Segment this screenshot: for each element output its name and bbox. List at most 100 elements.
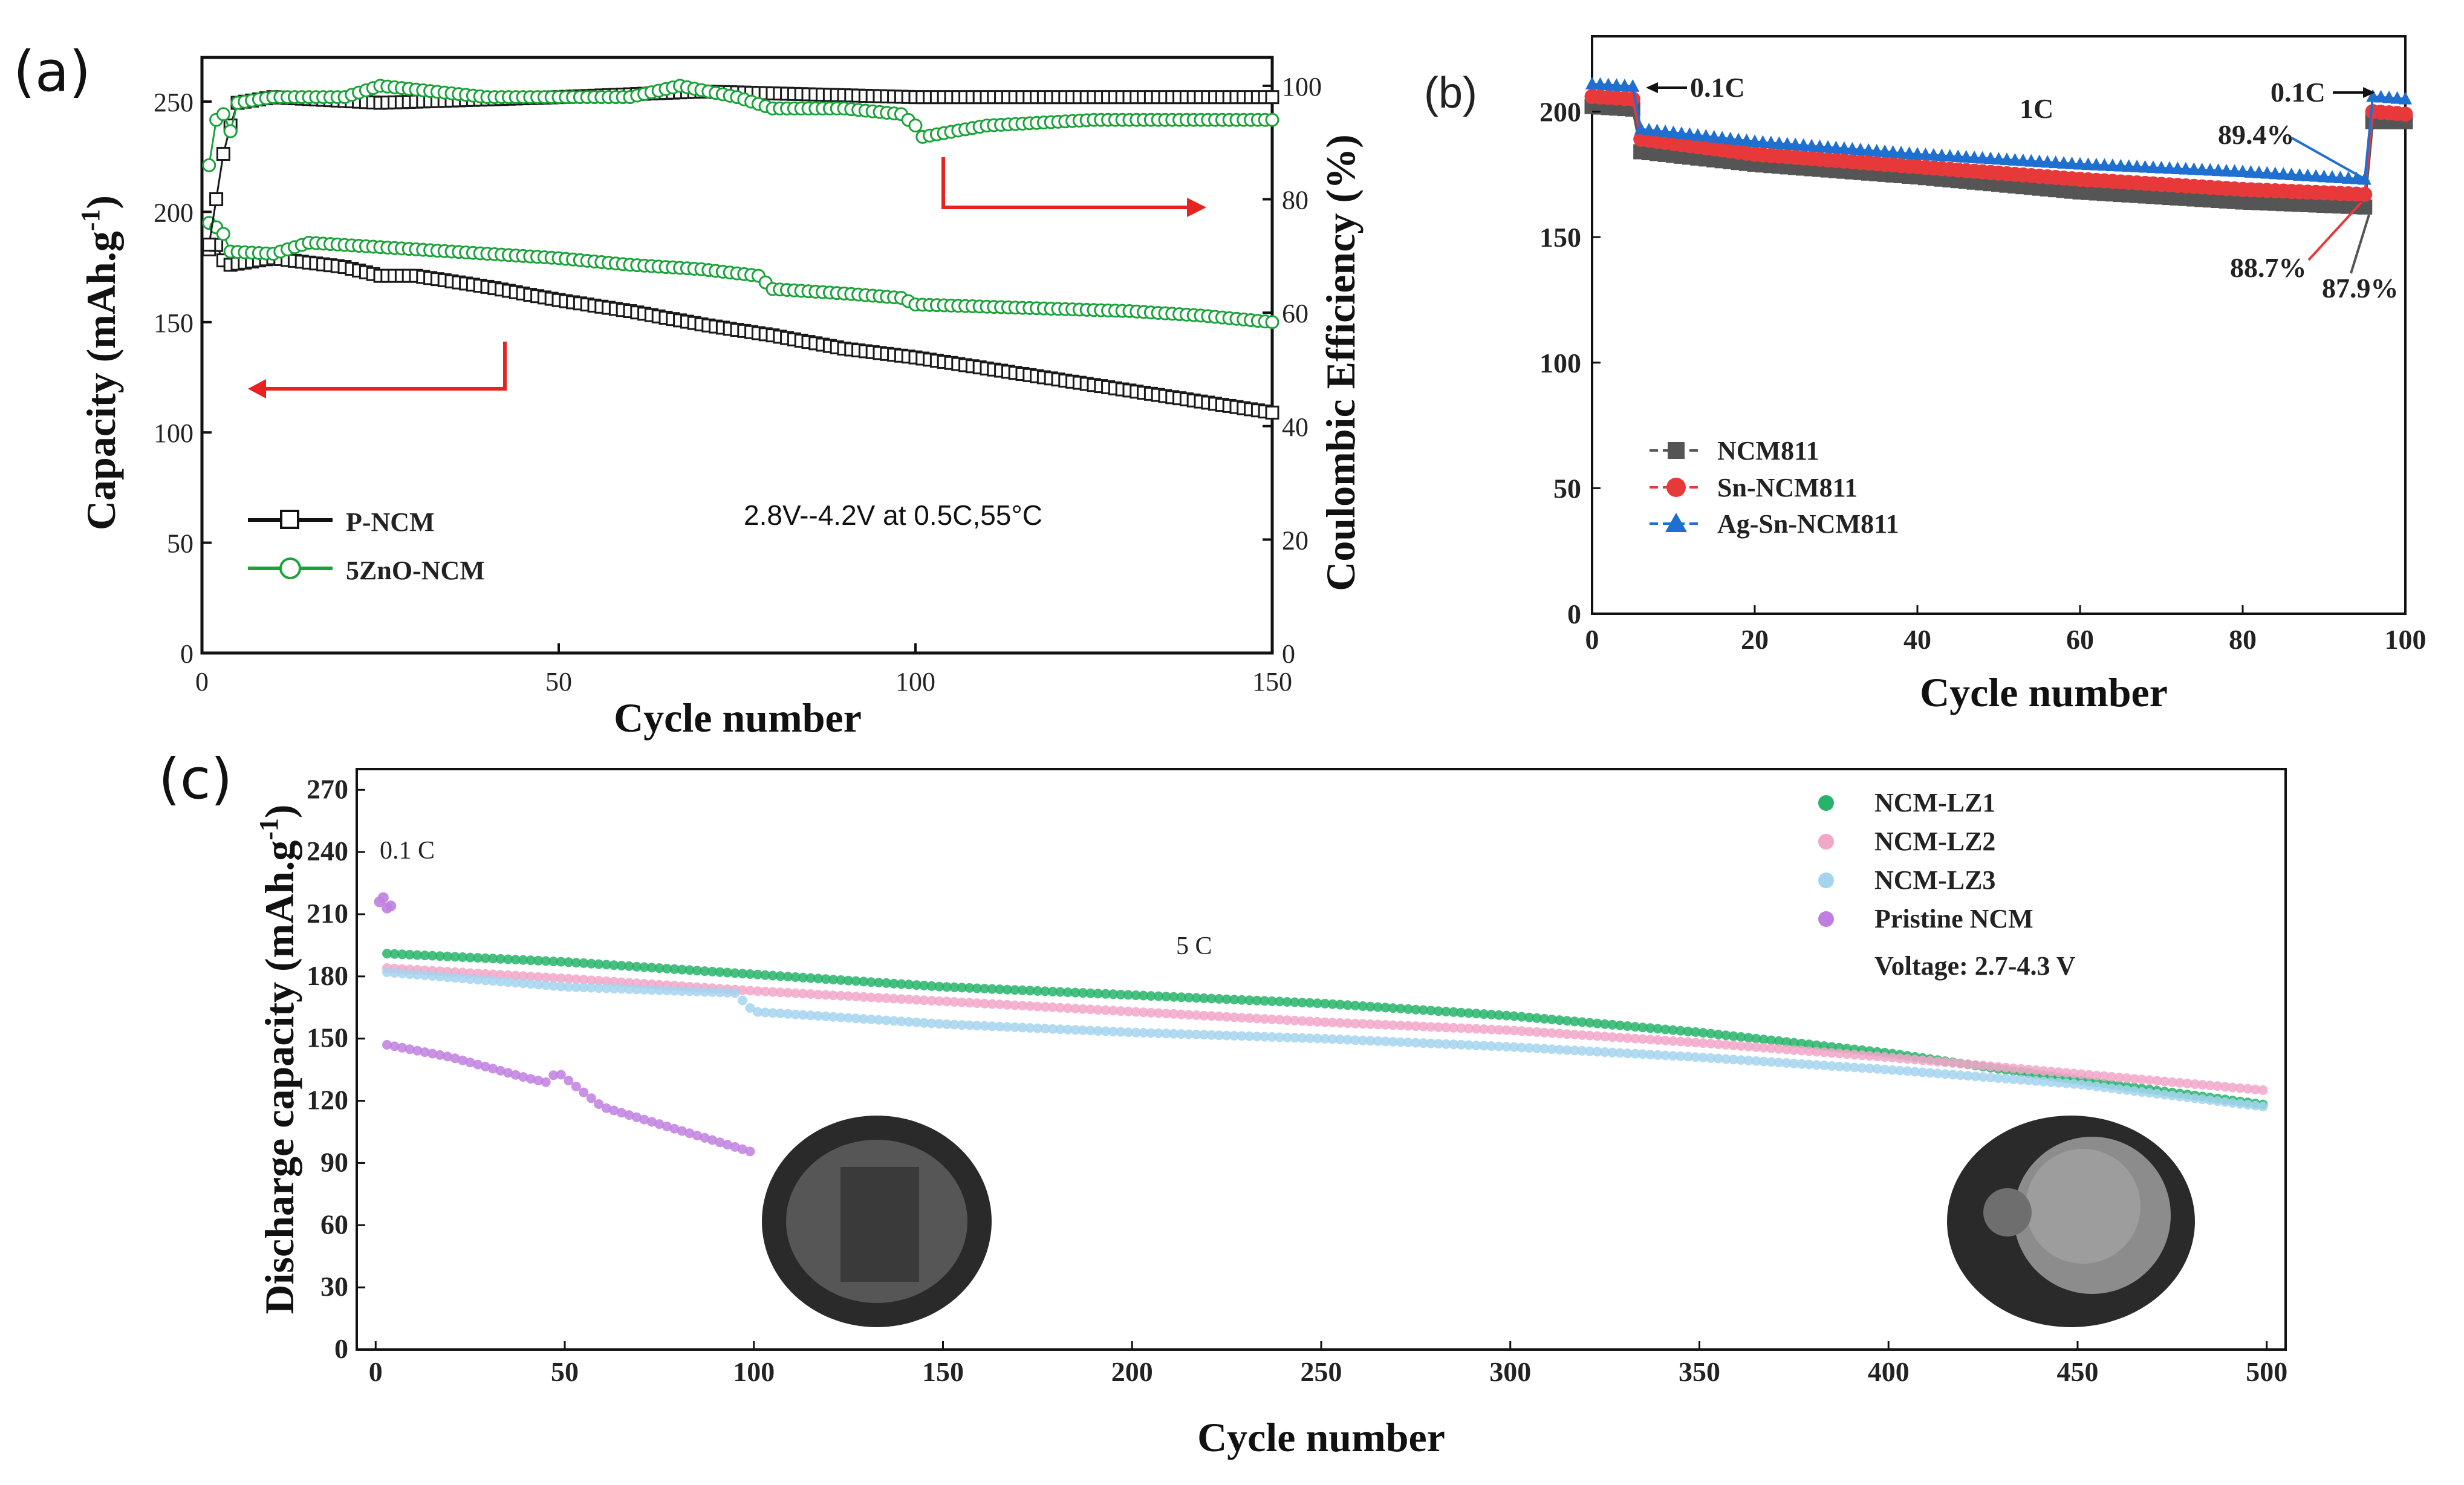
panel-c-point-ncm-lz3 [564, 982, 574, 992]
panel-c-point-ncm-lz3 [836, 1012, 846, 1022]
panel-b-point-ag-sn-ncm811 [2057, 156, 2071, 169]
panel-c-point-ncm-lz2 [1290, 1015, 1300, 1025]
panel-c-point-ncm-lz2 [1214, 1012, 1224, 1021]
panel-c-point-ncm-lz2 [1653, 1035, 1663, 1045]
legend-marker-ncm811 [1668, 442, 1685, 459]
panel-c-point-pristine-ncm [510, 1070, 521, 1080]
panel-c-xtick-label: 500 [2246, 1356, 2287, 1387]
panel-c-point-ncm-lz1 [813, 973, 824, 984]
panel-c-point-ncm-lz2 [1880, 1052, 1890, 1062]
panel-c-point-ncm-lz1 [450, 952, 460, 962]
panel-b-point-ag-sn-ncm811 [1919, 147, 1933, 160]
panel-c-point-ncm-lz1 [889, 978, 899, 989]
panel-b-retention-sn: 88.7% [2230, 252, 2307, 283]
panel-b-point-ag-sn-ncm811 [2244, 164, 2258, 178]
panel-c-point-pristine-ncm [465, 1058, 475, 1068]
panel-c-point-ncm-lz3 [1758, 1056, 1769, 1067]
panel-a-point-5zno-ncm [1265, 315, 1279, 330]
panel-c-point-ncm-lz1 [1796, 1038, 1807, 1048]
panel-c-point-ncm-lz1 [1743, 1033, 1754, 1043]
panel-c-point-ncm-lz2 [1388, 1020, 1398, 1030]
panel-b-point-ag-sn-ncm811 [1650, 123, 1664, 137]
panel-b-point-ag-sn-ncm811 [2277, 167, 2290, 180]
panel-c-point-ncm-lz2 [972, 998, 982, 1009]
panel-c-point-ncm-lz3 [1062, 1024, 1073, 1035]
panel-c-point-ncm-lz2 [2182, 1078, 2193, 1088]
panel-c-point-ncm-lz2 [1895, 1053, 1905, 1064]
panel-c-point-ncm-lz2 [851, 992, 861, 1002]
panel-c-point-ncm-lz3 [1161, 1028, 1171, 1039]
panel-b-point-ag-sn-ncm811 [1805, 138, 1819, 152]
panel-c-point-ncm-lz1 [1728, 1031, 1738, 1041]
panel-c-point-ncm-lz1 [1184, 992, 1194, 1002]
panel-c-point-ncm-lz3 [616, 984, 626, 994]
legend-marker-ag-sn-ncm811 [1665, 513, 1687, 532]
panel-c-initial-points [374, 892, 397, 914]
panel-b-xtick-label: 100 [2385, 624, 2427, 655]
panel-c-point-ncm-lz2 [1093, 1005, 1103, 1015]
panel-c-point-ncm-lz2 [1305, 1016, 1315, 1027]
panel-c-ytick-label: 270 [307, 773, 348, 804]
panel-c-point-ncm-lz3 [624, 984, 634, 994]
panel-c-point-ncm-lz1 [1191, 993, 1201, 1003]
panel-c-point-ncm-lz3 [964, 1020, 975, 1030]
panel-c-point-pristine-ncm [443, 1051, 453, 1062]
panel-c-point-ncm-lz1 [571, 958, 581, 968]
panel-b-point-ag-sn-ncm811 [1740, 133, 1754, 146]
panel-c-point-ncm-lz3 [662, 986, 672, 996]
panel-b-point-ag-sn-ncm811 [1821, 140, 1835, 153]
panel-c-point-ncm-lz3 [805, 1010, 816, 1021]
panel-c-point-ncm-lz2 [556, 973, 566, 983]
panel-a-point-p-ncm-ce [202, 238, 216, 252]
panel-c-point-ncm-lz1 [654, 963, 665, 973]
panel-c-point-ncm-lz1 [1146, 991, 1156, 1001]
panel-c-ytick-label: 90 [320, 1146, 348, 1177]
panel-b-point-ag-sn-ncm811 [1626, 79, 1640, 92]
panel-c-point-ncm-lz3 [1993, 1073, 2003, 1084]
panel-c-point-ncm-lz3 [859, 1014, 869, 1024]
panel-c-point-ncm-lz2 [836, 990, 846, 1001]
panel-c-point-ncm-lz3 [1327, 1034, 1338, 1044]
panel-c-point-ncm-lz3 [2076, 1079, 2087, 1090]
panel-c-point-ncm-lz3 [768, 1008, 778, 1018]
panel-c-point-ncm-lz3 [1032, 1023, 1042, 1033]
panel-c-point-ncm-lz2 [1433, 1022, 1443, 1032]
panel-c-point-ncm-lz1 [730, 968, 740, 978]
panel-b-xtick-label: 40 [1903, 624, 1931, 655]
panel-c-point-ncm-lz3 [723, 987, 732, 998]
panel-c-point-pristine-ncm [397, 1042, 408, 1053]
panel-c-point-ncm-lz1 [1305, 998, 1315, 1008]
panel-b-point-ag-sn-ncm811 [1699, 129, 1713, 142]
panel-c-xtick-label: 450 [2056, 1356, 2098, 1387]
panel-c-point-ncm-lz3 [844, 1013, 854, 1023]
panel-c-point-ncm-lz1 [1244, 995, 1255, 1006]
panel-c-point-pristine-ncm [389, 1041, 400, 1051]
panel-b-point-ag-sn-ncm811 [1748, 134, 1761, 148]
panel-c-point-ncm-lz3 [2008, 1074, 2018, 1084]
panel-c-point-ncm-lz3 [1880, 1064, 1890, 1074]
panel-c-point-ncm-lz1 [874, 978, 884, 987]
panel-c-point-ncm-lz2 [1592, 1031, 1602, 1041]
panel-c-point-ncm-lz1 [745, 969, 755, 979]
panel-c-point-ncm-lz3 [2099, 1082, 2109, 1093]
panel-a-ytick-label: 50 [167, 529, 193, 559]
panel-c-point-ncm-lz1 [783, 972, 793, 982]
legend-label-sn-ncm811: Sn-NCM811 [1717, 473, 1858, 502]
panel-c-point-ncm-lz3 [730, 988, 740, 998]
panel-a-series-p-ncm-ce [202, 84, 1279, 252]
panel-c-point-ncm-lz1 [934, 981, 944, 992]
panel-c-ylabel: Discharge capacity (mAh.g-1) [254, 804, 302, 1314]
panel-b-point-ag-sn-ncm811 [1732, 132, 1746, 146]
panel-c-point-ncm-lz1 [684, 965, 695, 975]
panel-c-point-ncm-lz3 [1229, 1031, 1240, 1041]
panel-c-point-ncm-lz3 [881, 1015, 891, 1025]
panel-c-point-ncm-lz2 [2197, 1080, 2208, 1090]
panel-c-point-ncm-lz3 [1532, 1043, 1542, 1053]
panel-c-point-ncm-lz1 [541, 956, 551, 966]
panel-c-point-ncm-lz1 [1479, 1009, 1489, 1019]
panel-c-point-ncm-lz2 [1706, 1039, 1716, 1048]
panel-a-ytick-label: 250 [154, 88, 193, 117]
sem-inset-coated-small-particle [1983, 1188, 2032, 1236]
panel-b-point-ag-sn-ncm811 [1593, 77, 1607, 90]
